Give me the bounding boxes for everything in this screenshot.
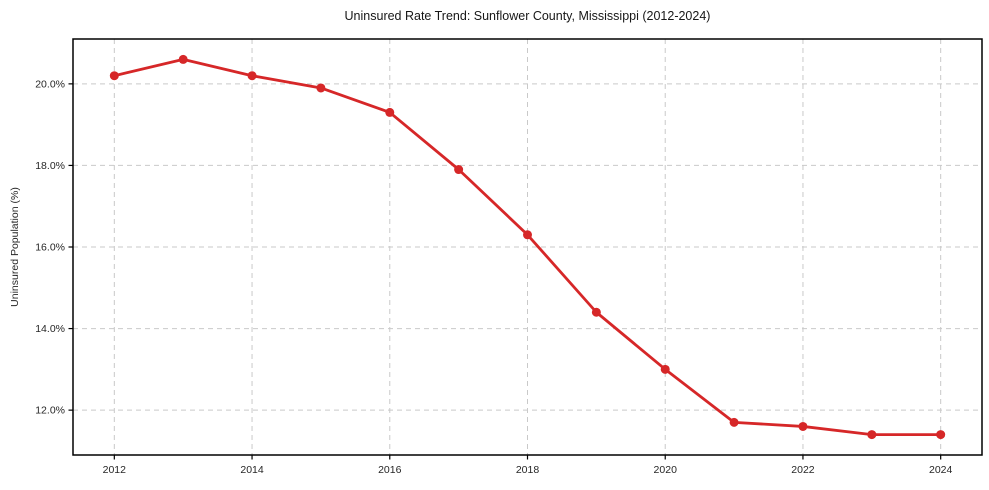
y-tick-label: 20.0% — [35, 78, 65, 90]
y-tick-label: 12.0% — [35, 405, 65, 417]
x-tick-label: 2016 — [378, 464, 402, 476]
gridlines — [73, 39, 982, 455]
x-tick-label: 2012 — [103, 464, 127, 476]
chart-title: Uninsured Rate Trend: Sunflower County, … — [344, 9, 711, 23]
x-axis: 2012 2014 2016 2018 2020 2022 2024 — [103, 455, 953, 476]
data-point-marker — [454, 165, 464, 175]
y-axis: 12.0% 14.0% 16.0% 18.0% 20.0% — [35, 78, 73, 417]
data-point-marker — [385, 107, 395, 117]
data-point-marker — [178, 54, 188, 64]
y-tick-label: 18.0% — [35, 160, 65, 172]
data-point-marker — [591, 307, 601, 317]
data-point-marker — [247, 71, 257, 81]
data-points — [109, 54, 946, 440]
x-tick-label: 2024 — [929, 464, 953, 476]
data-point-marker — [729, 417, 739, 427]
data-point-marker — [867, 430, 877, 440]
y-tick-label: 14.0% — [35, 323, 65, 335]
data-point-marker — [798, 421, 808, 431]
data-point-marker — [109, 71, 119, 81]
x-tick-label: 2020 — [654, 464, 678, 476]
data-point-marker — [660, 364, 670, 374]
data-point-marker — [523, 230, 532, 240]
data-point-marker — [316, 83, 326, 93]
data-point-marker — [936, 430, 946, 440]
y-tick-label: 16.0% — [35, 242, 65, 254]
x-tick-label: 2014 — [240, 464, 264, 476]
x-tick-label: 2022 — [791, 464, 815, 476]
x-tick-label: 2018 — [516, 464, 540, 476]
